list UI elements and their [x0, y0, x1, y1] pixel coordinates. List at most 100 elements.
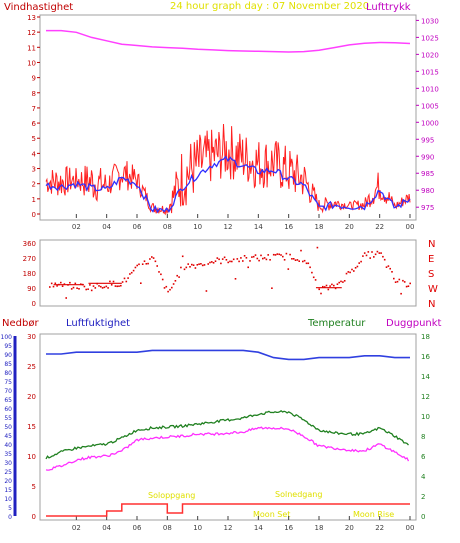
- direction-point: [141, 263, 144, 265]
- humidity-x-tick-label: 12: [224, 524, 233, 532]
- direction-point: [196, 264, 199, 266]
- compass-label: W: [428, 284, 438, 295]
- direction-point: [242, 260, 244, 262]
- direction-point: [291, 258, 293, 260]
- direction-y-tick-label: 180: [23, 270, 36, 278]
- temperature-y-tick-label: 14: [421, 373, 430, 381]
- pressure-y-tick-label: 990: [421, 153, 434, 161]
- direction-point: [282, 255, 284, 258]
- rain-line: [46, 503, 410, 517]
- direction-point: [127, 277, 129, 279]
- direction-point: [116, 285, 118, 288]
- direction-point: [165, 285, 168, 288]
- direction-point: [180, 266, 182, 269]
- pressure-line: [46, 29, 411, 53]
- direction-point: [70, 288, 73, 290]
- humidity-y-tick-label: 20: [27, 393, 36, 401]
- rain-y-tick-label: 0: [8, 514, 12, 521]
- wind-average-line: [45, 155, 411, 214]
- rain-y-tick-label: 75: [4, 379, 12, 386]
- direction-point: [391, 271, 393, 273]
- direction-point: [211, 261, 213, 263]
- direction-point: [340, 280, 342, 283]
- sunrise-annotation: Soloppgang: [148, 491, 195, 500]
- rain-y-tick-label: 70: [4, 388, 12, 395]
- direction-point: [132, 269, 135, 272]
- rain-y-tick-label: 10: [4, 496, 12, 503]
- direction-point: [280, 254, 282, 256]
- direction-point: [74, 282, 77, 285]
- direction-point: [369, 257, 371, 259]
- rain-y-tick-label: 60: [4, 406, 12, 413]
- temperature-y-tick-label: 18: [421, 333, 430, 341]
- direction-point: [89, 284, 91, 286]
- direction-point: [302, 260, 304, 263]
- direction-point: [216, 257, 219, 259]
- wind-y-tick-label: 4: [32, 150, 37, 158]
- direction-point: [85, 288, 87, 291]
- rain-y-tick-label: 85: [4, 361, 12, 368]
- direction-point: [376, 250, 379, 253]
- compass-label: N: [428, 239, 435, 250]
- humidity-y-tick-label: 30: [27, 333, 36, 341]
- direction-point: [407, 285, 410, 287]
- direction-panel-frame: [39, 239, 417, 307]
- direction-point: [263, 257, 266, 259]
- direction-point: [382, 255, 384, 258]
- humidity-y-tick-label: 5: [32, 483, 36, 491]
- direction-point: [178, 276, 180, 278]
- direction-point: [247, 266, 249, 269]
- sunset-annotation: Solnedgang: [275, 490, 322, 499]
- compass-label: N: [428, 299, 435, 310]
- direction-point: [298, 260, 300, 262]
- direction-point: [223, 256, 226, 259]
- direction-point: [254, 254, 257, 256]
- direction-point: [163, 287, 166, 289]
- humidity-x-tick-label: 08: [163, 524, 172, 532]
- direction-point: [296, 259, 299, 261]
- direction-point: [109, 280, 111, 283]
- humidity-x-tick-label: 02: [72, 524, 81, 532]
- direction-point: [320, 292, 322, 295]
- direction-point: [194, 267, 197, 269]
- direction-point: [192, 264, 195, 266]
- wind-y-tick-label: 0: [32, 211, 36, 219]
- direction-point: [294, 259, 297, 261]
- direction-point: [272, 253, 275, 256]
- direction-point: [342, 281, 344, 283]
- direction-point: [256, 257, 259, 260]
- direction-point: [276, 253, 279, 255]
- direction-point: [183, 268, 186, 271]
- direction-point: [76, 287, 78, 289]
- direction-point: [265, 258, 268, 261]
- header-left-label: Vindhastighet: [4, 2, 73, 13]
- pressure-y-tick-label: 995: [421, 136, 434, 144]
- direction-point: [331, 283, 333, 286]
- direction-point: [314, 279, 317, 281]
- direction-point: [269, 259, 271, 261]
- direction-point: [189, 266, 191, 268]
- direction-point: [387, 265, 390, 267]
- humidity-y-tick-label: 0: [32, 513, 36, 521]
- rain-y-tick-label: 15: [4, 487, 12, 494]
- direction-point: [78, 288, 80, 290]
- direction-point: [140, 282, 142, 284]
- humidity-x-tick-label: 16: [284, 524, 293, 532]
- direction-point: [152, 257, 155, 259]
- direction-point: [167, 290, 169, 293]
- direction-point: [214, 260, 217, 262]
- wind-x-tick-label: 22: [375, 223, 384, 231]
- direction-point: [309, 266, 311, 269]
- wind-y-tick-label: 5: [32, 135, 36, 143]
- direction-point: [274, 254, 277, 256]
- humidity-x-tick-label: 20: [345, 524, 354, 532]
- direction-point: [56, 285, 58, 287]
- direction-point: [365, 254, 368, 257]
- wind-x-tick-label: 16: [284, 223, 293, 231]
- direction-point: [336, 283, 339, 285]
- wind-y-tick-label: 8: [32, 90, 36, 98]
- direction-point: [198, 263, 200, 265]
- direction-point: [191, 263, 193, 266]
- rain-y-tick-label: 5: [8, 505, 12, 512]
